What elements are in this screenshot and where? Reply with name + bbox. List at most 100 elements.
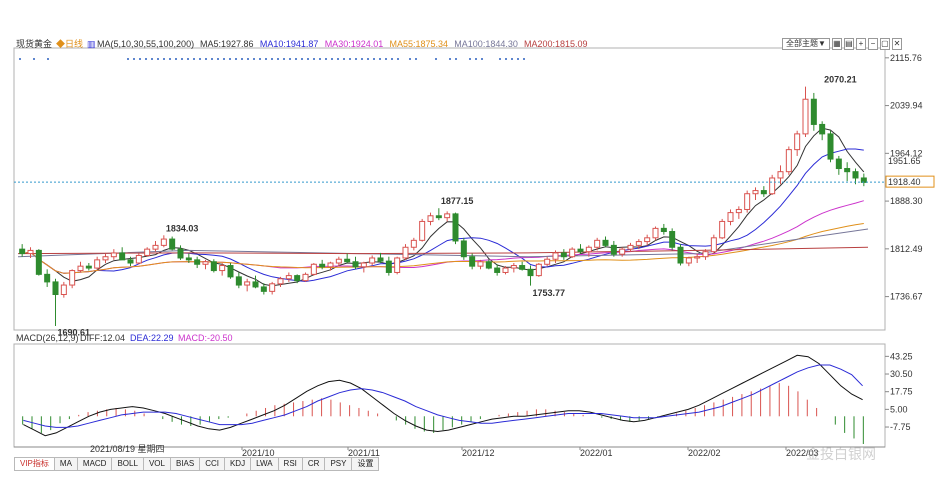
- event-dot: [409, 58, 411, 60]
- candle-body: [527, 268, 534, 277]
- event-dot: [253, 58, 255, 60]
- tab-5[interactable]: BIAS: [170, 457, 201, 471]
- candle-body: [460, 240, 467, 258]
- candle-body: [177, 248, 184, 259]
- candle-body: [594, 239, 601, 248]
- candle-body: [727, 212, 734, 222]
- candle-body: [85, 265, 92, 269]
- grid-icon[interactable]: ▦: [831, 38, 842, 50]
- event-dot: [481, 58, 483, 60]
- candle-body: [452, 213, 459, 242]
- candle-body: [60, 284, 67, 296]
- candle-body: [69, 270, 76, 286]
- event-dot: [145, 58, 147, 60]
- event-dot: [175, 58, 177, 60]
- candle-body: [152, 244, 159, 250]
- tab-12[interactable]: 设置: [352, 457, 380, 471]
- window-icon[interactable]: ▢: [879, 38, 890, 50]
- macd-value: MACD:-20.50: [178, 333, 233, 343]
- candle-body: [835, 158, 842, 170]
- candle-body: [52, 281, 59, 296]
- ma-legend-item-3: MA55:1875.34: [390, 39, 449, 49]
- candle-body: [369, 257, 376, 264]
- ma-icon: ▥: [87, 39, 96, 49]
- event-dot: [469, 58, 471, 60]
- candle-body: [494, 267, 501, 273]
- theme-select-button[interactable]: 全部主题▼: [782, 38, 830, 50]
- candle-body: [110, 252, 117, 258]
- candle-body: [444, 213, 451, 219]
- price-tick-label: 1888.30: [890, 196, 923, 206]
- candle-body: [785, 149, 792, 173]
- tab-3[interactable]: BOLL: [112, 457, 144, 471]
- event-dot: [235, 58, 237, 60]
- macd-tick-label: 5.00: [890, 404, 908, 414]
- event-dot: [455, 58, 457, 60]
- candle-body: [769, 177, 776, 195]
- tab-1[interactable]: MA: [54, 457, 78, 471]
- ma-legend: MA5:1927.86 MA10:1941.87 MA30:1924.01 MA55:…: [200, 39, 588, 49]
- event-dot: [193, 58, 195, 60]
- tab-4[interactable]: VOL: [143, 457, 171, 471]
- event-dot: [355, 58, 357, 60]
- main-chart-frame: [13, 47, 886, 331]
- candle-body: [194, 259, 201, 265]
- candle-body: [569, 248, 576, 258]
- price-axis: 2115.76 2039.94 1964.12 1888.30 1812.49 1736.…: [885, 53, 923, 302]
- event-dot: [391, 58, 393, 60]
- candle-body: [485, 261, 492, 269]
- tab-0[interactable]: VIP指标: [14, 457, 55, 471]
- tab-11[interactable]: PSY: [325, 457, 353, 471]
- tab-10[interactable]: CR: [302, 457, 326, 471]
- tab-2[interactable]: MACD: [77, 457, 113, 471]
- candle-body: [502, 267, 509, 273]
- event-dot: [247, 58, 249, 60]
- tab-7[interactable]: KDJ: [224, 457, 252, 471]
- zoom-in-icon[interactable]: +: [855, 38, 866, 50]
- level-label: 1951.65: [888, 156, 921, 166]
- candle-body: [202, 261, 209, 265]
- candle-body: [352, 261, 359, 268]
- candle-body: [44, 273, 51, 283]
- event-dot: [313, 58, 315, 60]
- close-icon[interactable]: ✕: [891, 38, 902, 50]
- event-dot: [139, 58, 141, 60]
- grid2-icon[interactable]: ▤: [843, 38, 854, 50]
- event-dot: [199, 58, 201, 60]
- event-dot: [127, 58, 129, 60]
- x-tick-label: 2022/03: [786, 448, 819, 458]
- x-tick-label: 2021/11: [348, 448, 380, 458]
- ma55-line: [22, 223, 864, 274]
- annotation-label: 1753.77: [533, 288, 566, 298]
- event-dot: [295, 58, 297, 60]
- tab-6[interactable]: CCI: [200, 457, 225, 471]
- candle-body: [852, 171, 859, 179]
- candle-body: [677, 246, 684, 264]
- current-price-tag: 1918.40: [885, 175, 935, 188]
- candle-body: [377, 257, 384, 262]
- tab-8[interactable]: LWA: [251, 457, 279, 471]
- price-annotations: 1690.61 1834.03 1877.15 1753.77 2070.21: [58, 75, 857, 338]
- price-tick-label: 2039.94: [890, 101, 923, 111]
- x-tick-label: 2021/12: [462, 448, 495, 458]
- event-dot: [259, 58, 261, 60]
- zoom-out-icon[interactable]: −: [867, 38, 878, 50]
- ma-legend-item-5: MA200:1815.09: [524, 39, 588, 49]
- candle-body: [585, 246, 592, 253]
- event-dot: [151, 58, 153, 60]
- period-label[interactable]: ◆日线: [56, 38, 83, 49]
- candle-body: [577, 248, 584, 253]
- event-dot: [475, 58, 477, 60]
- candle-body: [344, 258, 351, 263]
- candle-body: [810, 98, 817, 125]
- event-dot: [523, 58, 525, 60]
- candle-body: [294, 275, 301, 282]
- candle-body: [169, 238, 176, 250]
- event-dot: [325, 58, 327, 60]
- candle-body: [419, 220, 426, 241]
- tab-9[interactable]: RSI: [278, 457, 303, 471]
- indicator-tabs: VIP指标 MA MACD BOLL VOL BIAS CCI KDJ LWA RSI CR PSY 设…: [14, 457, 380, 471]
- candle-body: [627, 244, 634, 250]
- event-dot: [511, 58, 513, 60]
